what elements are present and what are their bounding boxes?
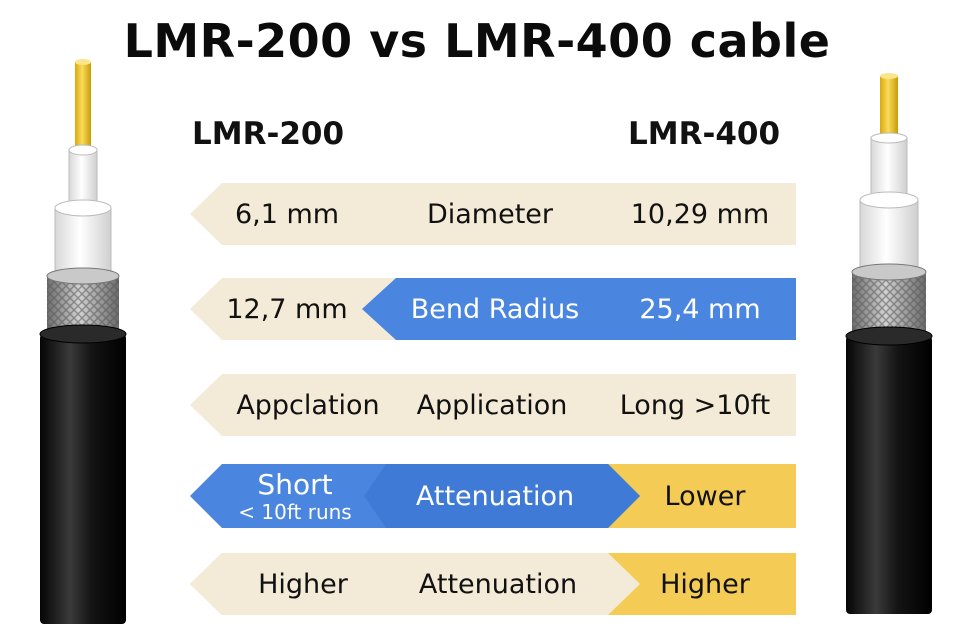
lmr-400-heading: LMR-400: [628, 116, 781, 152]
short-label: Short: [257, 467, 333, 501]
row-attenuation-higher: Higher Attenuation Higher: [190, 553, 796, 615]
row-label-attenuation: Attenuation: [415, 480, 575, 512]
row-background: [190, 374, 796, 436]
row-attenuation-short: Short < 10ft runs Attenuation Lower: [190, 464, 796, 528]
lmr-200-attenuation-higher: Higher: [258, 568, 348, 600]
row-bend-radius: 12,7 mm Bend Radius 25,4 mm: [190, 278, 796, 340]
page-title: LMR-200 vs LMR-400 cable: [123, 14, 831, 68]
row-background: [190, 464, 796, 528]
row-label-attenuation: Attenuation: [418, 568, 578, 600]
row-background: [190, 278, 796, 340]
lmr-200-application: Appclation: [236, 389, 380, 421]
outer-jacket: [845, 326, 933, 614]
center-conductor: [880, 73, 898, 142]
row-background: [190, 183, 796, 245]
lmr-200-attenuation-short: Short < 10ft runs: [220, 464, 370, 528]
lmr-200-bend-radius: 12,7 mm: [226, 293, 348, 325]
lmr-400-application: Long >10ft: [619, 389, 771, 421]
row-application: Appclation Application Long >10ft: [190, 374, 796, 436]
center-conductor: [75, 59, 91, 152]
lmr-200-cable-illustration: [39, 59, 127, 624]
row-label-application: Application: [416, 389, 568, 421]
lmr-400-attenuation-lower: Lower: [664, 480, 746, 512]
short-runs-note: < 10ft runs: [238, 499, 352, 524]
dielectric-outer: [859, 191, 919, 277]
row-label-diameter: Diameter: [426, 198, 554, 230]
lmr-200-diameter: 6,1 mm: [234, 198, 340, 230]
lmr-400-cable-illustration: [845, 73, 933, 614]
outer-jacket: [39, 324, 127, 624]
row-label-bend-radius: Bend Radius: [410, 293, 580, 325]
lmr-400-diameter: 10,29 mm: [630, 198, 770, 230]
dielectric-outer: [54, 199, 112, 281]
row-background: [190, 553, 796, 615]
row-diameter: 6,1 mm Diameter 10,29 mm: [190, 183, 796, 245]
lmr-400-bend-radius: 25,4 mm: [639, 293, 761, 325]
lmr-200-heading: LMR-200: [192, 116, 345, 152]
lmr-400-attenuation-higher: Higher: [660, 568, 750, 600]
